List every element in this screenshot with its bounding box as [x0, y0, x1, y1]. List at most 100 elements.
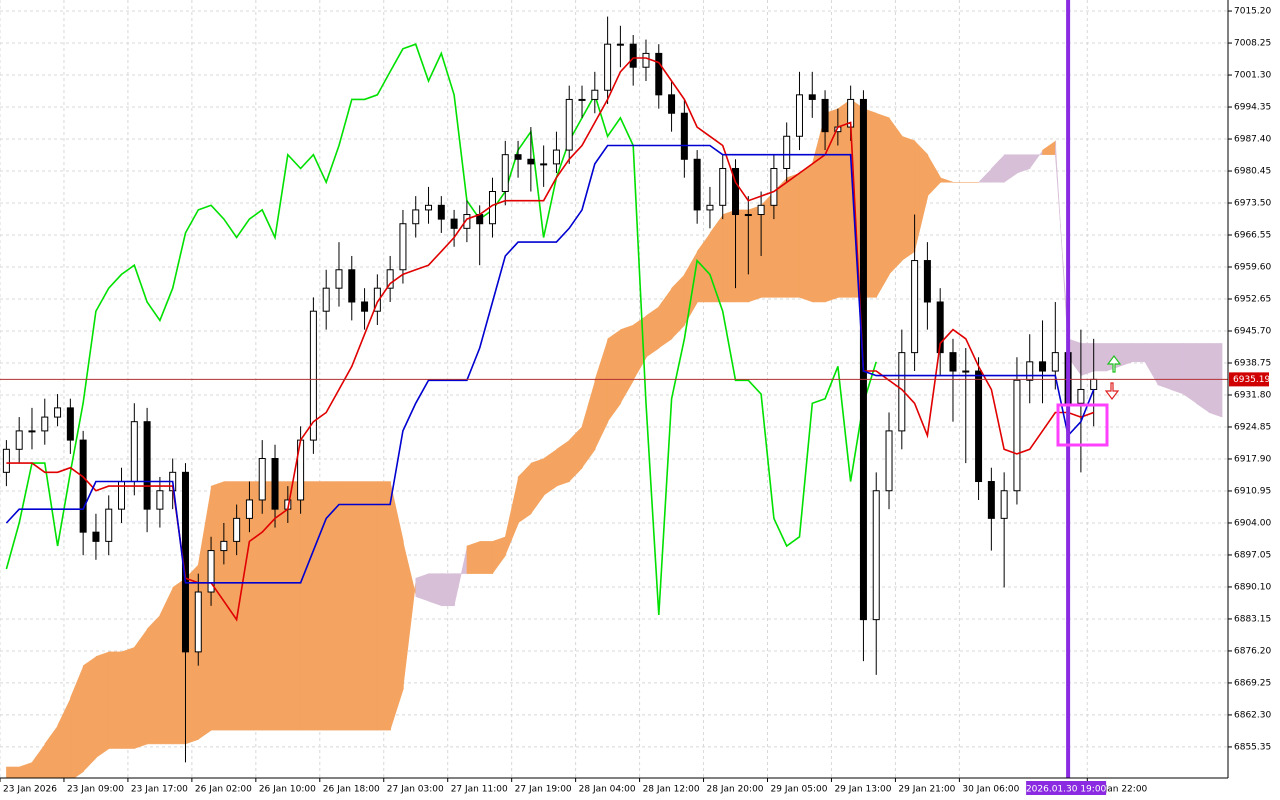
x-tick-label: 28 Jan 12:00	[643, 785, 700, 795]
y-tick-label: 6966.55	[1234, 231, 1271, 241]
candle-body	[629, 43, 637, 68]
cloud-segment	[799, 163, 814, 303]
cloud-segment	[325, 481, 340, 731]
candle-body	[578, 98, 586, 101]
cloud-segment	[645, 306, 660, 358]
candle-body	[885, 430, 893, 492]
candle-body	[105, 508, 113, 542]
candle-body	[808, 94, 816, 100]
grid	[0, 0, 1228, 778]
candle-body	[399, 223, 407, 271]
cloud-segment	[146, 614, 161, 745]
candle-body	[373, 287, 381, 312]
cloud-segment	[735, 209, 750, 303]
y-tick-label: 6938.75	[1234, 358, 1271, 368]
candle-body	[1013, 379, 1021, 492]
cloud-segment	[70, 665, 84, 778]
y-tick-label: 6980.45	[1234, 167, 1271, 177]
candle-body	[642, 52, 650, 68]
indicator-line	[6, 57, 1094, 622]
cloud-segment	[505, 476, 519, 556]
candle-body	[1090, 378, 1098, 390]
cloud-segment	[1093, 343, 1108, 372]
cloud-segment	[939, 177, 954, 183]
cloud-segment	[786, 172, 801, 298]
cloud-segment	[824, 108, 839, 303]
cloud-segment	[134, 628, 148, 749]
cloud-segment	[568, 425, 583, 483]
cloud-segment	[108, 651, 123, 749]
y-tick-label: 7015.20	[1234, 7, 1271, 17]
cloud-segment	[1182, 343, 1197, 404]
candle-body	[975, 370, 983, 483]
y-tick-label: 6855.35	[1234, 742, 1271, 752]
cloud-segment	[31, 743, 46, 778]
candle-body	[757, 204, 765, 216]
y-tick-label: 7008.25	[1234, 39, 1271, 49]
candle-body	[911, 260, 919, 354]
x-tick-label: 30 Jan 22:00	[1090, 785, 1147, 795]
y-tick-label: 6869.25	[1234, 678, 1271, 688]
x-tick-label: 29 Jan 21:00	[898, 785, 955, 795]
candle-body	[514, 154, 522, 160]
cloud-segment	[530, 458, 545, 515]
cloud-segment	[1208, 343, 1223, 418]
cloud-segment	[415, 573, 430, 602]
candle-body	[1051, 352, 1059, 372]
cloud-segment	[901, 135, 916, 262]
candle-body	[744, 214, 752, 217]
candle-body	[28, 430, 36, 433]
y-tick-label: 6897.05	[1234, 550, 1271, 560]
y-tick-label: 6924.85	[1234, 422, 1271, 432]
candle-body	[271, 458, 279, 510]
candle-body	[66, 407, 74, 441]
candle-body	[604, 43, 612, 91]
candle-body	[987, 481, 995, 519]
y-tick-label: 6904.00	[1234, 518, 1271, 528]
candle-body	[2, 448, 10, 473]
cloud-segment	[18, 761, 33, 778]
candle-body	[245, 499, 253, 519]
plot-area	[0, 0, 1228, 778]
candle-body	[386, 269, 394, 289]
cloud-segment	[1080, 343, 1095, 377]
cloud-segment	[620, 324, 634, 405]
y-tick-label: 6987.40	[1234, 135, 1271, 145]
candle-body	[220, 540, 228, 552]
current-price-label: 6935.19	[1233, 375, 1270, 385]
candle-body	[1026, 361, 1034, 381]
candle-body	[962, 370, 970, 373]
cloud-segment	[607, 329, 622, 423]
y-tick-label: 6910.95	[1234, 486, 1271, 496]
cloud-segment	[492, 536, 507, 575]
cloud-segment	[875, 112, 890, 299]
x-tick-label: 29 Jan 13:00	[834, 785, 891, 795]
candle-body	[437, 204, 445, 220]
candle-body	[425, 204, 433, 211]
x-tick-label: 23 Jan 17:00	[131, 785, 188, 795]
cloud-segment	[274, 481, 289, 731]
cloud-segment	[428, 573, 443, 607]
cloud-segment	[338, 481, 353, 731]
y-tick-label: 6959.60	[1234, 263, 1271, 273]
candle-body	[783, 135, 791, 169]
cloud-segment	[377, 481, 391, 731]
y-tick-label: 7001.30	[1234, 71, 1271, 81]
cloud-segment	[95, 651, 110, 759]
candle-body	[335, 269, 343, 289]
candle-body	[348, 269, 356, 303]
candle-body	[732, 167, 740, 216]
cloud-segment	[57, 697, 72, 778]
x-tick-label: 23 Jan 2026	[3, 785, 57, 795]
candle-body	[668, 94, 676, 114]
candle-body	[233, 517, 241, 542]
candle-body	[1077, 388, 1085, 404]
cloud-segment	[888, 117, 903, 275]
cloud-segment	[1131, 343, 1146, 363]
current-price-box	[1229, 372, 1269, 387]
candle-body	[949, 352, 957, 372]
cloud-segment	[556, 439, 570, 487]
candle-body	[821, 98, 829, 133]
x-tick-label: 26 Jan 18:00	[323, 785, 380, 795]
candle-body	[412, 209, 420, 225]
